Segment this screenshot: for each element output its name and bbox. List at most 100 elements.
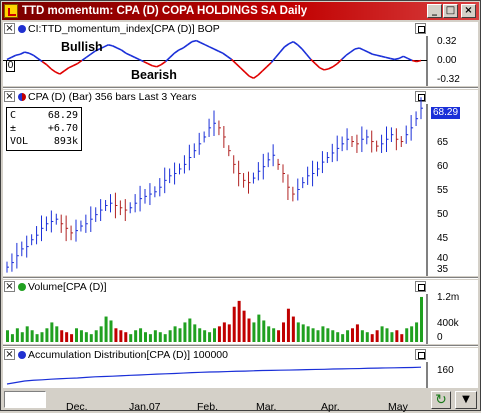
close-panel-icon[interactable]: × <box>4 349 15 360</box>
month-label-mar: Mar. <box>256 401 277 413</box>
refresh-button[interactable]: ↻ <box>431 391 451 409</box>
momentum-segment <box>310 58 316 65</box>
volume-bar <box>301 324 305 342</box>
close-button[interactable]: × <box>461 4 476 18</box>
momentum-segment <box>407 57 413 62</box>
ad-header-label: Accumulation Distribution[CPA (D)] 10000… <box>28 349 228 361</box>
volume-bar <box>247 318 251 342</box>
momentum-segment <box>103 44 109 48</box>
volume-bar <box>420 296 423 342</box>
panel-maximize-icon[interactable] <box>415 23 426 34</box>
volume-bar <box>203 330 207 342</box>
price-chart[interactable] <box>3 90 478 276</box>
quote-box: C 68.29 ± +6.70 VOL 893k <box>6 107 82 151</box>
momentum-segment <box>363 49 369 53</box>
momentum-segment <box>253 74 259 79</box>
momentum-segment <box>284 43 290 48</box>
momentum-segment <box>55 71 61 75</box>
volume-bar <box>55 326 59 342</box>
volume-bar <box>326 328 330 342</box>
momentum-segment <box>292 41 299 46</box>
volume-bar <box>153 330 157 342</box>
momentum-segment <box>336 58 343 65</box>
panel-divider[interactable] <box>3 345 478 347</box>
volume-bar <box>217 326 221 342</box>
momentum-segment <box>222 52 228 57</box>
volume-bar <box>40 332 44 342</box>
volume-bar <box>188 318 192 342</box>
panel-divider[interactable] <box>3 277 478 279</box>
momentum-segment <box>72 62 78 67</box>
panel-maximize-icon[interactable] <box>415 281 426 292</box>
momentum-segment <box>244 71 250 77</box>
momentum-segment <box>85 53 92 59</box>
bearish-label: Bearish <box>131 68 177 82</box>
volume-bar <box>173 326 177 342</box>
volume-bar <box>30 330 34 342</box>
momentum-segment <box>305 53 312 60</box>
volume-bar <box>395 330 399 342</box>
momentum-segment <box>261 66 268 72</box>
volume-bar <box>65 332 69 342</box>
quote-row-close: C 68.29 <box>10 110 78 121</box>
ad-tick: 160 <box>437 365 454 376</box>
panel-divider[interactable] <box>3 87 478 89</box>
momentum-segment <box>358 47 365 51</box>
window-title: TTD momentum: CPA (D) COPA HOLDINGS SA D… <box>22 5 308 17</box>
momentum-tick-zero: 0.00 <box>437 55 457 66</box>
volume-bar <box>10 334 14 342</box>
month-label-apr: Apr. <box>321 401 340 413</box>
momentum-segment <box>412 59 417 63</box>
volume-bar <box>257 314 261 342</box>
volume-bar <box>375 330 379 342</box>
momentum-segment <box>165 56 171 63</box>
momentum-segment <box>59 70 65 75</box>
momentum-segment <box>191 39 197 43</box>
momentum-segment <box>314 63 321 69</box>
momentum-segment <box>398 55 404 60</box>
momentum-segment <box>24 51 30 54</box>
volume-bar <box>262 320 266 342</box>
momentum-segment <box>345 51 351 56</box>
volume-bar <box>380 326 384 342</box>
momentum-segment <box>332 62 338 68</box>
momentum-segment <box>235 63 241 69</box>
volume-bar <box>99 326 103 342</box>
momentum-segment <box>41 60 48 66</box>
month-label-may: May <box>388 401 408 413</box>
dropdown-menu-button[interactable]: ▼ <box>455 391 477 409</box>
momentum-segment <box>301 48 308 55</box>
scroll-box[interactable] <box>4 391 46 408</box>
momentum-segment <box>389 57 395 61</box>
volume-bar <box>178 328 182 342</box>
volume-chart[interactable] <box>3 280 478 344</box>
volume-bar <box>213 328 216 342</box>
panel-maximize-icon[interactable] <box>415 349 426 360</box>
maximize-button[interactable]: □ <box>443 4 458 18</box>
momentum-segment <box>372 53 378 57</box>
close-panel-icon[interactable]: × <box>4 281 15 292</box>
volume-bar <box>296 322 300 342</box>
volume-bar <box>370 334 374 342</box>
minimize-button[interactable]: _ <box>427 4 442 18</box>
volume-bar <box>114 328 118 342</box>
volume-bar <box>365 332 369 342</box>
momentum-segment <box>94 48 100 52</box>
momentum-segment <box>50 68 56 73</box>
volume-tick-mid: 400k <box>437 318 459 329</box>
ad-chart[interactable] <box>3 348 478 388</box>
momentum-segment <box>125 52 131 57</box>
momentum-chart[interactable] <box>3 22 478 86</box>
close-panel-icon[interactable]: × <box>4 23 15 34</box>
volume-bar <box>139 328 143 342</box>
momentum-segment <box>218 50 224 54</box>
volume-bar <box>282 322 285 342</box>
volume-bar <box>129 334 133 342</box>
volume-bar <box>119 330 123 342</box>
ad-panel-header: × Accumulation Distribution[CPA (D)] 100… <box>3 348 428 362</box>
close-panel-icon[interactable]: × <box>4 91 15 102</box>
title-bar[interactable]: TTD momentum: CPA (D) COPA HOLDINGS SA D… <box>2 2 479 20</box>
volume-bar <box>410 326 414 342</box>
series-color-icon <box>18 25 26 33</box>
